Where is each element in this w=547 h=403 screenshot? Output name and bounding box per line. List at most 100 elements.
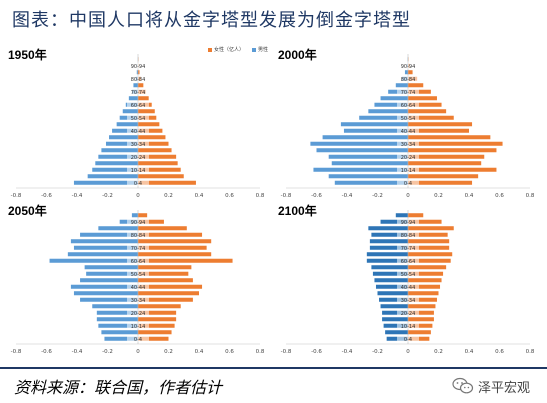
bar-female-20-24 [138,310,177,315]
pyramid-panel-1950: 1950年 0-4 10-14 20-24 30-34 40-44 50-54 60-64 7… [2,44,274,204]
tick-label-bg [397,257,419,264]
bar-male-60-64 [366,258,408,263]
bar-male-0-4 [104,336,138,341]
age-tick-label: 20-24 [401,311,416,317]
age-tick-label: 0-4 [404,181,412,187]
x-tick-label: -0.2 [102,349,113,355]
tick-label-bg [397,218,419,225]
bar-male-80-84 [80,232,138,237]
bar-female-25-29 [138,304,181,309]
bar-male-65-69 [380,96,408,101]
tick-label-bg [397,244,419,251]
panel-year-label: 2100年 [278,204,317,218]
x-tick-label: -0.8 [11,193,22,199]
pyramid-chart-1950: 0-4 10-14 20-24 30-34 40-44 50-54 60-64 70-74 80… [11,54,265,199]
bar-male-30-34 [310,141,408,146]
bar-female-95-99 [408,213,424,218]
x-tick-label: 0 [136,349,140,355]
bar-female-40-44 [408,284,441,289]
x-tick-label: 0.2 [164,349,173,355]
x-tick-label: 0.8 [256,193,265,199]
tick-label-bg [397,101,419,108]
x-tick-label: 0.8 [526,349,535,355]
tick-label-bg [127,283,149,290]
panel-year-label: 2000年 [278,48,317,62]
bar-female-15-19 [138,161,178,166]
tick-label-bg [127,153,149,160]
bar-female-20-24 [138,154,177,159]
age-tick-label: 80-84 [131,77,146,83]
bar-male-5-9 [328,174,408,179]
tick-label-bg [397,140,419,147]
bar-male-85-89 [98,226,138,231]
bar-female-45-49 [408,278,442,283]
x-tick-label: 0.6 [495,193,504,199]
bar-male-15-19 [96,317,138,322]
bar-female-40-44 [408,128,469,133]
age-tick-label: 20-24 [131,311,146,317]
age-tick-label: 90-94 [401,64,416,70]
tick-label-bg [397,335,419,342]
legend-label-male: 男性 [258,47,269,53]
x-tick-label: -0.2 [372,193,383,199]
bar-male-60-64 [374,102,408,107]
tick-label-bg [397,296,419,303]
bar-male-50-54 [359,115,408,120]
age-tick-label: 90-94 [131,64,146,70]
bar-female-45-49 [138,278,193,283]
x-tick-label: 0.4 [195,349,204,355]
bar-male-60-64 [49,258,138,263]
bar-male-85-89 [136,70,138,75]
bar-male-70-74 [369,245,409,250]
age-tick-label: 30-34 [401,298,416,304]
age-tick-label: 20-24 [131,155,146,161]
x-tick-label: -0.4 [342,349,353,355]
x-tick-label: 0.8 [256,349,265,355]
pyramid-panel-2100: 2100年 0-4 10-14 20-24 30-34 40-44 50-54 60-64 7… [272,200,544,360]
bar-male-25-29 [92,304,138,309]
age-tick-label: 0-4 [134,181,142,187]
bar-female-55-59 [138,109,155,114]
age-tick-label: 30-34 [131,142,146,148]
age-tick-label: 90-94 [401,220,416,226]
x-tick-label: 0.4 [465,193,474,199]
x-tick-label: 0.6 [225,349,234,355]
x-tick-label: 0.6 [225,193,234,199]
bar-male-25-29 [101,148,138,153]
bar-male-15-19 [331,161,408,166]
bar-male-65-69 [366,252,408,257]
bar-female-65-69 [138,96,149,101]
tick-label-bg [127,218,149,225]
tick-label-bg [127,114,149,121]
bar-male-75-79 [395,83,408,88]
bar-male-55-59 [371,265,408,270]
bar-female-40-44 [138,128,163,133]
age-tick-label: 0-4 [134,337,142,343]
pyramid-chart-2100: 0-4 10-14 20-24 30-34 40-44 50-54 60-64 70-74 80… [281,210,535,355]
panel-year-label: 1950年 [8,48,47,62]
bar-female-50-54 [408,271,444,276]
tick-label-bg [127,335,149,342]
bar-female-45-49 [408,122,473,127]
bar-female-85-89 [138,226,187,231]
age-tick-label: 60-64 [401,259,416,265]
x-tick-label: 0 [406,349,410,355]
bar-male-10-14 [313,167,408,172]
bar-male-10-14 [92,167,138,172]
bar-female-65-69 [408,96,437,101]
bar-female-0-4 [408,180,473,185]
tick-label-bg [127,296,149,303]
bar-female-70-74 [408,89,431,94]
x-tick-label: -0.2 [102,193,113,199]
x-tick-label: -0.8 [281,349,292,355]
x-tick-label: 0 [406,193,410,199]
bar-female-55-59 [408,109,447,114]
bar-female-35-39 [138,135,166,140]
bar-female-0-4 [138,180,196,185]
age-tick-label: 80-84 [401,77,416,83]
bar-male-40-44 [112,128,138,133]
bar-male-45-49 [374,278,408,283]
age-tick-label: 70-74 [401,90,416,96]
bar-female-0-4 [138,336,169,341]
bar-male-95-99 [131,213,138,218]
